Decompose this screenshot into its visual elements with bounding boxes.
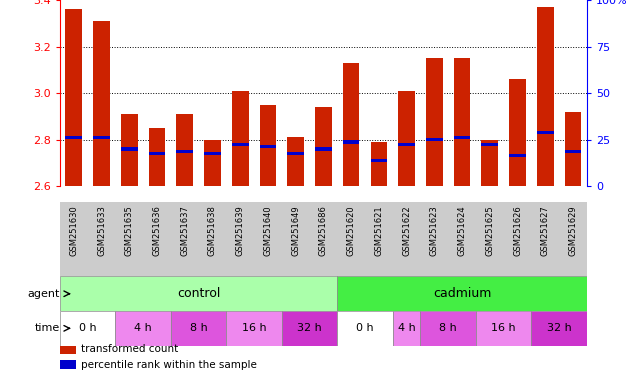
Bar [93,21,110,186]
Text: GSM251627: GSM251627 [541,205,550,256]
Text: time: time [35,323,60,333]
Bar [121,114,138,186]
Bar [370,159,387,162]
Bar [149,152,165,155]
Bar [177,150,193,153]
Text: control: control [177,287,220,300]
Bar [315,107,332,186]
Text: GSM251624: GSM251624 [457,205,466,256]
Bar [454,58,470,186]
Bar [398,143,415,146]
Bar [509,154,526,157]
Bar [60,361,76,369]
Text: agent: agent [28,289,60,299]
Text: GSM251623: GSM251623 [430,205,439,256]
Bar [481,140,498,186]
Bar [204,140,221,186]
Text: 16 h: 16 h [492,323,516,333]
Text: GSM251649: GSM251649 [291,205,300,256]
Bar [565,150,581,153]
Bar [232,143,249,146]
Bar [537,7,553,186]
Text: 4 h: 4 h [398,323,415,333]
Bar [287,152,304,155]
Bar [315,147,332,151]
Bar [121,147,138,151]
Text: GSM251636: GSM251636 [153,205,162,256]
Text: 16 h: 16 h [242,323,266,333]
Text: GSM251633: GSM251633 [97,205,106,256]
Bar [282,311,337,346]
Bar [537,131,553,134]
Bar [149,128,165,186]
Bar [509,79,526,186]
Text: GSM251630: GSM251630 [69,205,78,256]
Bar [171,311,227,346]
Bar [343,63,360,186]
Bar [93,136,110,139]
Text: cadmium: cadmium [433,287,491,300]
Bar [287,137,304,186]
Bar [259,105,276,186]
Text: transformed count: transformed count [81,344,179,354]
Text: 0 h: 0 h [79,323,97,333]
Text: 32 h: 32 h [297,323,322,333]
Bar [531,311,587,346]
Text: 4 h: 4 h [134,323,152,333]
Bar [398,91,415,186]
Bar [454,136,470,139]
Bar [60,345,76,354]
Bar [232,91,249,186]
Text: GSM251635: GSM251635 [125,205,134,256]
Text: GSM251639: GSM251639 [236,205,245,256]
Text: GSM251626: GSM251626 [513,205,522,256]
Text: GSM251629: GSM251629 [569,205,577,256]
Bar [177,114,193,186]
Bar [343,141,360,144]
Text: GSM251640: GSM251640 [263,205,273,256]
Bar [481,143,498,146]
Bar [392,311,420,346]
Bar [66,136,82,139]
Text: 0 h: 0 h [356,323,374,333]
Bar [60,311,115,346]
Bar [115,311,171,346]
Text: GSM251637: GSM251637 [180,205,189,256]
Text: GSM251625: GSM251625 [485,205,494,256]
Text: GSM251638: GSM251638 [208,205,217,256]
Bar [60,276,337,311]
Bar [337,276,587,311]
Bar [420,311,476,346]
Text: GSM251620: GSM251620 [346,205,356,256]
Bar [370,142,387,186]
Bar [337,311,392,346]
Text: GSM251622: GSM251622 [402,205,411,256]
Text: 8 h: 8 h [190,323,208,333]
Bar [426,58,442,186]
Text: percentile rank within the sample: percentile rank within the sample [81,360,257,370]
Text: GSM251621: GSM251621 [374,205,384,256]
Text: 8 h: 8 h [439,323,457,333]
Bar [476,311,531,346]
Bar [227,311,282,346]
Bar [565,112,581,186]
Bar [66,9,82,186]
Bar [426,138,442,141]
Text: 32 h: 32 h [546,323,572,333]
Bar [259,145,276,148]
Text: GSM251686: GSM251686 [319,205,328,256]
Bar [204,152,221,155]
